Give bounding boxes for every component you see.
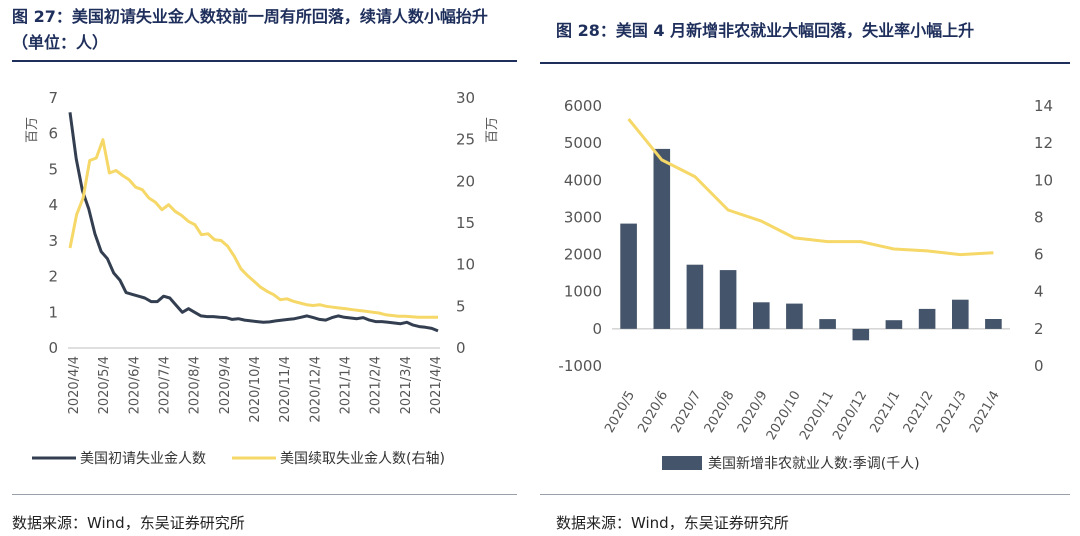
left-y-tick-label: 4000: [564, 171, 602, 189]
left-y-tick-label: 0: [48, 339, 58, 357]
unemployment-rate-line: [627, 118, 994, 257]
initial-claims-line: [68, 112, 439, 333]
right-chart-title: 图 28：美国 4 月新增非农就业大幅回落，失业率小幅上升: [556, 21, 975, 40]
nonfarm-bar: [620, 223, 637, 329]
nonfarm-bar: [985, 319, 1002, 329]
right-source: 数据来源：Wind，东吴证券研究所: [556, 514, 789, 532]
left-bottom-rule: [12, 494, 517, 495]
left-y-tick-label: 1000: [564, 283, 602, 301]
x-tick-label: 2020/6/4: [127, 356, 142, 414]
right-y-tick-label: 6: [1034, 246, 1044, 264]
left-y-tick-label: 3: [48, 232, 58, 250]
x-tick-label: 2021/4/4: [429, 356, 444, 414]
x-tick-label: 2020/8/4: [188, 356, 203, 414]
continuing-claims-line: [68, 138, 438, 319]
right-y-tick-label: 15: [456, 214, 475, 232]
right-title-rule: [540, 62, 1070, 64]
legend-initial-claims-label: 美国初请失业金人数: [80, 450, 206, 467]
right-y-tick-label: 0: [456, 339, 466, 357]
right-y-tick-label: 4: [1034, 283, 1044, 301]
x-tick-label: 2020/11/4: [278, 356, 293, 423]
left-y-tick-label: 3000: [564, 208, 602, 226]
x-tick-label: 2021/3/4: [399, 356, 414, 414]
x-tick-label: 2021/4: [967, 389, 1003, 436]
x-tick-label: 2021/3: [934, 389, 970, 436]
right-axis-unit: 百万: [485, 117, 500, 143]
x-tick-label: 2020/10/4: [248, 356, 263, 423]
left-source: 数据来源：Wind，东吴证券研究所: [12, 514, 245, 532]
right-y-tick-label: 2: [1034, 320, 1044, 338]
nonfarm-bar: [653, 148, 671, 329]
nonfarm-bar: [918, 308, 936, 329]
nonfarm-bar: [885, 320, 903, 329]
nonfarm-bar: [719, 270, 737, 329]
x-tick-label: 2021/2: [901, 389, 937, 436]
legend-nonfarm-label: 美国新增非农就业人数:季调(千人): [708, 456, 920, 472]
left-y-tick-label: 6000: [564, 97, 602, 115]
left-y-tick-label: 1: [48, 303, 58, 321]
x-tick-label: 2020/12/4: [308, 356, 323, 423]
right-chart: -1000 0 1000 2000 3000 4000 5000 6000 0 2 4 6 8 10 12 1…: [558, 97, 1053, 472]
x-tick-label: 2020/4/4: [67, 356, 82, 414]
right-y-tick-label: 0: [1034, 357, 1044, 375]
x-tick-label: 2020/7/4: [158, 356, 173, 414]
x-tick-label: 2020/9: [735, 389, 771, 436]
x-tick-label: 2021/2/4: [369, 356, 384, 414]
x-tick-label: 2020/5/4: [97, 356, 112, 414]
left-y-tick-label: 6: [48, 125, 58, 143]
left-chart: 百万 百万 0 1 2 3 4 5 6 7 0 5 10 15 20 25 30 2020/4/4 2020/5/4…: [25, 89, 500, 467]
left-axis-unit: 百万: [25, 117, 40, 143]
right-y-tick-label: 14: [1034, 97, 1053, 115]
nonfarm-bar: [686, 264, 704, 329]
left-y-tick-label: 7: [48, 89, 58, 107]
legend-nonfarm-swatch: [662, 456, 702, 470]
x-tick-label: 2021/1/4: [339, 356, 354, 414]
right-y-tick-label: 10: [1034, 171, 1053, 189]
right-y-tick-label: 8: [1034, 208, 1044, 226]
right-y-tick-label: 12: [1034, 134, 1053, 152]
nonfarm-bar: [952, 299, 969, 329]
left-y-tick-label: 5000: [564, 134, 602, 152]
left-y-tick-label: -1000: [558, 357, 602, 375]
right-y-tick-label: 5: [456, 297, 466, 315]
x-tick-label: 2021/1: [868, 389, 904, 436]
right-y-tick-label: 25: [456, 131, 475, 149]
right-y-tick-label: 10: [456, 256, 475, 274]
nonfarm-bar: [753, 302, 770, 329]
x-tick-label: 2020/7: [669, 389, 705, 436]
x-tick-label: 2020/6: [635, 389, 671, 436]
legend-continuing-claims-label: 美国续取失业金人数(右轴): [280, 450, 445, 467]
right-bottom-rule: [540, 494, 1070, 495]
left-y-tick-label: 5: [48, 160, 58, 178]
nonfarm-bar: [786, 303, 803, 329]
left-y-tick-label: 2000: [564, 246, 602, 264]
nonfarm-bar: [819, 319, 836, 329]
x-tick-label: 2020/8: [702, 389, 738, 436]
right-y-tick-label: 20: [456, 172, 475, 190]
right-y-tick-label: 30: [456, 89, 475, 107]
left-y-tick-label: 2: [48, 268, 58, 286]
x-tick-label: 2020/5: [602, 389, 638, 436]
left-title-rule: [12, 60, 517, 62]
left-y-tick-label: 0: [592, 320, 602, 338]
x-tick-label: 2020/9/4: [218, 356, 233, 414]
left-chart-title: 图 27：美国初请失业金人数较前一周有所回落，续请人数小幅抬升（单位：人）: [12, 7, 488, 52]
nonfarm-bar: [852, 328, 870, 341]
left-y-tick-label: 4: [48, 196, 58, 214]
